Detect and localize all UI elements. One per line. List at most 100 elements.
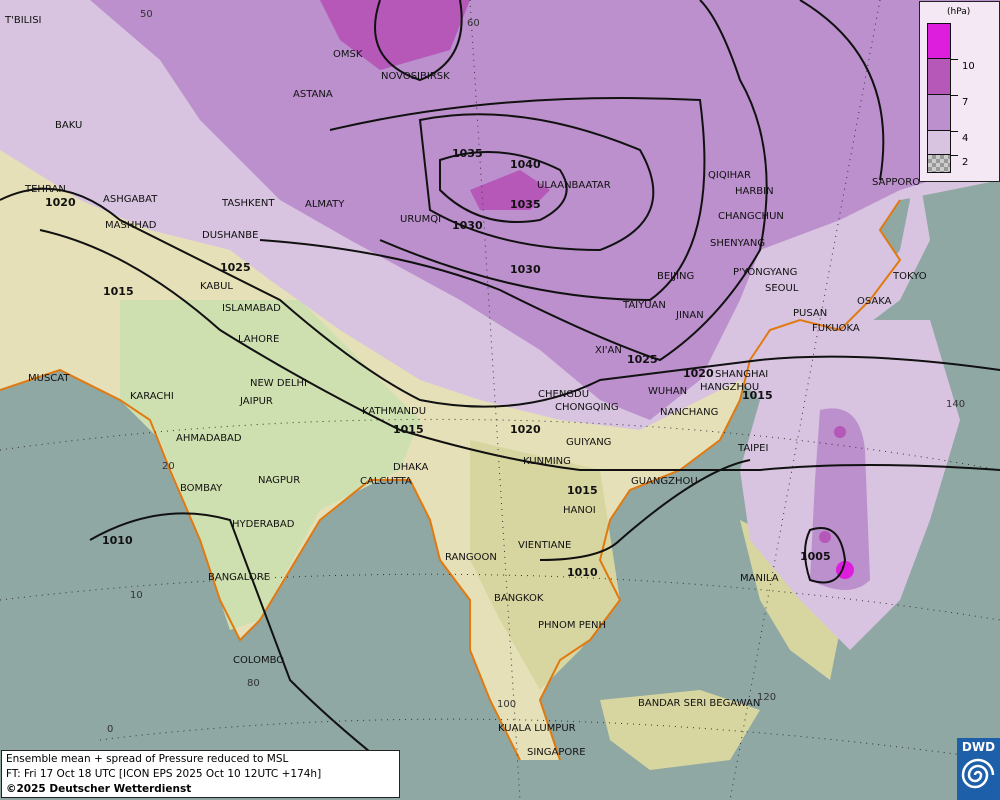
city-label: ISLAMABAD [222,303,281,314]
legend-label: 2 [962,157,969,168]
legend-swatch-2-4 [927,130,951,155]
city-label: NAGPUR [258,475,301,486]
city-label: CHENGDU [538,389,590,400]
city-label: DUSHANBE [202,230,259,241]
isobar-label: 1025 [627,353,658,366]
city-label: TEHRAN [25,184,66,195]
isobar-label: 1005 [800,550,831,563]
city-label: BANGKOK [494,593,544,604]
city-label: TOKYO [893,271,927,282]
graticule-label: 140 [946,399,966,410]
isobar-label: 1035 [452,147,483,160]
legend-label: 7 [962,97,969,108]
city-label: FUKUOKA [812,323,860,334]
city-label: TAIYUAN [623,300,666,311]
city-label: MASHHAD [105,220,157,231]
spread-peak-typhoon-3 [834,426,846,438]
city-label: OSAKA [857,296,892,307]
city-label: COLOMBO [233,655,285,666]
graticule-label: 20 [162,461,175,472]
city-label: HANGZHOU [700,382,760,393]
isobar-label: 1015 [742,389,773,402]
city-label: TASHKENT [222,198,275,209]
graticule-label: 80 [247,678,260,689]
graticule-label: 0 [107,724,114,735]
isobar-label: 1030 [510,263,541,276]
legend-tick [951,59,958,60]
city-label: LAHORE [238,334,280,345]
city-label: CHANGCHUN [718,211,784,222]
isobar-label: 1015 [567,484,598,497]
city-label: JAIPUR [240,396,273,407]
city-label: ASTANA [293,89,333,100]
isobar-label: 1020 [45,196,76,209]
legend-swatch-10-plus [927,23,951,59]
city-label: OMSK [333,49,363,60]
city-label: PUSAN [793,308,828,319]
spiral-icon [961,758,995,789]
terrain-indochina [470,440,620,690]
graticule-label: 100 [497,699,517,710]
isobar-label: 1010 [567,566,598,579]
city-label: KUNMING [523,456,571,467]
coastline [0,199,902,761]
spread-7-10 [320,0,470,70]
city-label: JINAN [676,310,704,321]
city-label: AHMADABAD [176,433,242,444]
city-label: ASHGABAT [103,194,158,205]
map-title: Ensemble mean + spread of Pressure reduc… [6,753,289,765]
city-label: NANCHANG [660,407,719,418]
city-label: PHNOM PENH [538,620,607,631]
isobar-label: 1025 [220,261,251,274]
island-borneo [600,690,760,770]
graticule-label: 10 [130,590,143,601]
map-caption: Ensemble mean + spread of Pressure reduc… [1,750,400,798]
city-label: MUSCAT [28,373,70,384]
city-label: XI'AN [595,345,622,356]
legend-tick [951,131,958,132]
legend-tick [951,95,958,96]
legend-swatch-below-2 [927,154,951,173]
city-label: URUMQI [400,214,442,225]
city-label: HYDERABAD [232,519,295,530]
spread-legend: (hPa) 10 7 4 2 [919,1,1000,182]
city-label: CALCUTTA [360,476,412,487]
spread-4-7-typhoon [810,408,870,590]
city-label: KABUL [200,281,233,292]
spread-4-7 [90,0,1000,420]
dwd-logo: DWD [957,738,1000,800]
city-label: NOVOSIBIRSK [381,71,450,82]
legend-swatch-7-10 [927,58,951,95]
city-label: KUALA LUMPUR [498,723,576,734]
city-label: ULAANBAATAR [537,180,611,191]
legend-unit: (hPa) [947,7,971,17]
city-label: BEIJING [657,271,695,282]
city-label: SAPPORO [872,177,921,188]
city-label: SHANGHAI [715,369,769,380]
spread-7-10-mongolia [470,170,550,210]
city-label: BANGALORE [208,572,271,583]
city-label: TAIPEI [738,443,769,454]
graticule-label: 120 [757,692,777,703]
city-label: GUANGZHOU [631,476,698,487]
isobar-label: 1035 [510,198,541,211]
isobar-label: 1040 [510,158,541,171]
isobar-label: 1010 [102,534,133,547]
city-label: SHENYANG [710,238,766,249]
copyright: ©2025 Deutscher Wetterdienst [6,783,192,795]
terrain-india [120,300,420,630]
city-label: HANOI [563,505,596,516]
city-label: P'YONGYANG [733,267,798,278]
city-label: MANILA [740,573,779,584]
city-label: DHAKA [393,462,429,473]
city-label: SINGAPORE [527,747,586,758]
city-label: RANGOON [445,552,497,563]
city-label: NEW DELHI [250,378,307,389]
city-label: VIENTIANE [518,540,572,551]
city-label: WUHAN [648,386,688,397]
isobar-label: 1015 [103,285,134,298]
isobars [0,0,1000,761]
city-label: ALMATY [305,199,345,210]
